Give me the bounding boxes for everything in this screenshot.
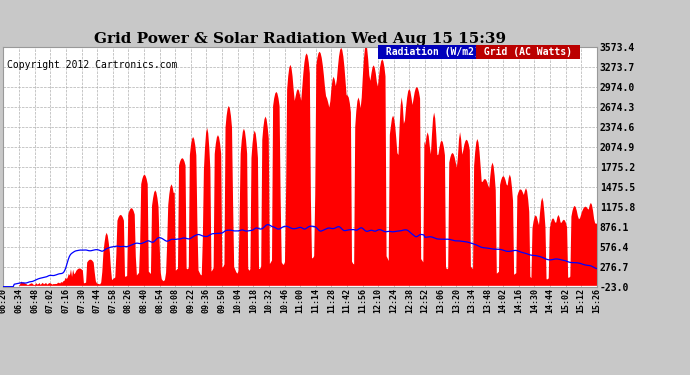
Text: Radiation (W/m2): Radiation (W/m2) xyxy=(380,47,486,57)
Title: Grid Power & Solar Radiation Wed Aug 15 15:39: Grid Power & Solar Radiation Wed Aug 15 … xyxy=(94,32,506,46)
Text: Copyright 2012 Cartronics.com: Copyright 2012 Cartronics.com xyxy=(7,60,177,69)
Text: Grid (AC Watts): Grid (AC Watts) xyxy=(478,47,578,57)
